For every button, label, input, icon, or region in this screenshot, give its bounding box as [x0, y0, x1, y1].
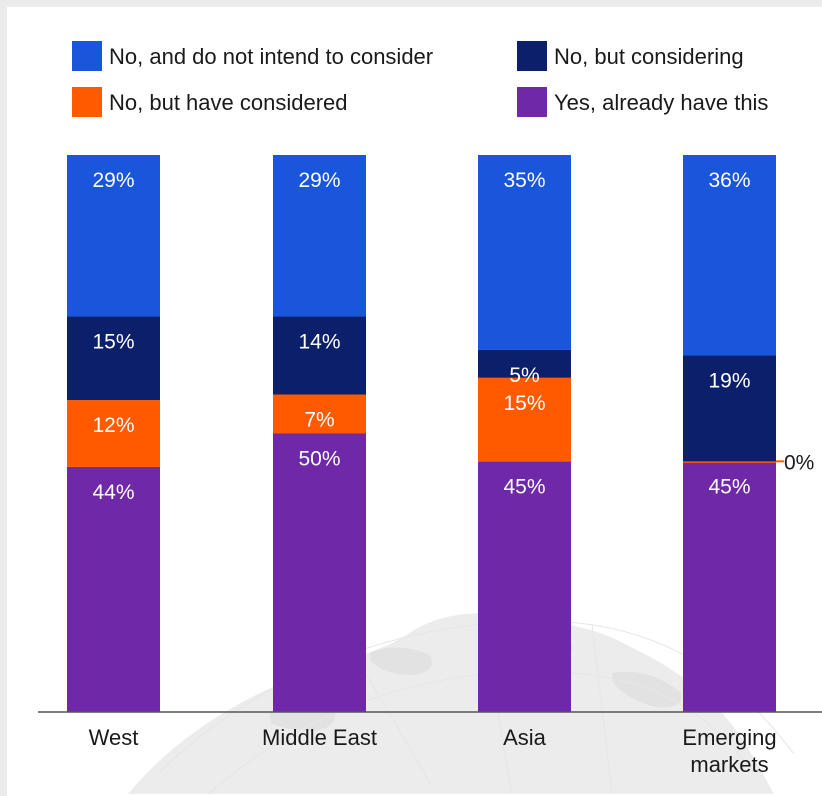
legend: No, and do not intend to consider No, but… — [72, 41, 768, 117]
value-label: 44% — [92, 481, 134, 504]
category-label-asia: Asia — [503, 725, 547, 750]
bar-segment-no-but-have-considered — [67, 400, 160, 467]
value-label: 5% — [509, 364, 539, 387]
category-label-line: West — [89, 725, 139, 750]
category-label-line: markets — [690, 752, 768, 777]
value-label: 45% — [708, 475, 750, 498]
value-label: 29% — [92, 169, 134, 192]
value-label: 19% — [708, 370, 750, 393]
category-label-line: Middle East — [262, 725, 377, 750]
bar-middle-east — [273, 155, 366, 712]
bar-asia — [478, 155, 571, 712]
value-label: 15% — [92, 331, 134, 354]
bar-segment-yes-already-have-this — [683, 461, 776, 712]
legend-item-yes-already-have-this: Yes, already have this — [517, 87, 768, 117]
legend-item-no-but-considering: No, but considering — [517, 41, 744, 71]
legend-label: No, but have considered — [109, 90, 348, 115]
bar-segment-no-but-have-considered — [683, 459, 776, 463]
value-label: 45% — [503, 475, 545, 498]
bar-segment-no-and-do-not-intend-to-consider — [273, 155, 366, 317]
value-labels: 44% 12% 15% 29% 50% 7% 14% 29% 45% 15% 5% 35% 45% 0% 1… — [92, 169, 814, 504]
legend-swatch — [72, 87, 102, 117]
bar-segment-no-and-do-not-intend-to-consider — [683, 155, 776, 356]
bar-emerging-markets — [683, 155, 776, 712]
bar-segment-yes-already-have-this — [273, 433, 366, 712]
value-label: 7% — [304, 409, 334, 432]
bar-segment-no-but-have-considered — [273, 394, 366, 434]
legend-swatch — [72, 41, 102, 71]
category-label-emerging-markets: Emerging markets — [682, 725, 776, 777]
legend-swatch — [517, 87, 547, 117]
category-label-line: Emerging — [682, 725, 776, 750]
legend-item-no-and-do-not-intend-to-consider: No, and do not intend to consider — [72, 41, 433, 71]
bar-segment-no-and-do-not-intend-to-consider — [67, 155, 160, 317]
bar-segment-no-and-do-not-intend-to-consider — [478, 155, 571, 350]
bar-segment-no-but-considering — [683, 355, 776, 462]
value-label: 12% — [92, 414, 134, 437]
bar-segment-yes-already-have-this — [478, 461, 571, 712]
value-label: 35% — [503, 169, 545, 192]
legend-label: No, but considering — [554, 44, 744, 69]
value-label: 14% — [298, 331, 340, 354]
category-label-line: Asia — [503, 725, 547, 750]
bar-segment-yes-already-have-this — [67, 466, 160, 712]
category-label-middle-east: Middle East — [262, 725, 377, 750]
value-label: 36% — [708, 169, 750, 192]
bar-segment-no-but-have-considered — [478, 377, 571, 462]
value-label: 0% — [784, 451, 814, 474]
legend-swatch — [517, 41, 547, 71]
bars — [67, 155, 776, 712]
legend-label: Yes, already have this — [554, 90, 768, 115]
value-label: 29% — [298, 169, 340, 192]
legend-item-no-but-have-considered: No, but have considered — [72, 87, 348, 117]
legend-label: No, and do not intend to consider — [109, 44, 433, 69]
value-label: 50% — [298, 448, 340, 471]
category-labels: West Middle East Asia Emerging markets — [89, 725, 777, 777]
bar-segment-no-but-considering — [273, 316, 366, 395]
value-label: 15% — [503, 392, 545, 415]
bar-west — [67, 155, 160, 712]
category-label-west: West — [89, 725, 139, 750]
bar-segment-no-but-considering — [478, 349, 571, 378]
bar-segment-no-but-considering — [67, 316, 160, 401]
